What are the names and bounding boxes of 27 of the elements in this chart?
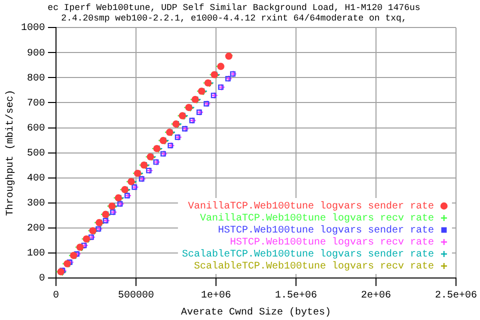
chart-subtitle: 2.4.20smp web100-2.2.1, e1000-4.4.12 rxint 64/64moderate on txq, [61, 14, 407, 24]
y-tick-label: 400 [26, 173, 46, 184]
y-tick-label: 800 [26, 73, 46, 84]
x-tick-label: 2.5e+06 [434, 290, 478, 302]
x-tick-label: 500000 [118, 290, 154, 302]
legend-label: VanillaTCP.Web100tune logvars sender rate [188, 200, 434, 213]
chart-title: ec Iperf Web100tune, UDP Self Similar Background Load, H1-M120 1476us [48, 2, 420, 13]
x-tick-label: 2e+06 [360, 290, 392, 302]
y-axis-title: Throughput (mbit/sec) [4, 90, 17, 216]
legend-label: HSTCP.Web100tune logvars sender rate [218, 224, 434, 237]
y-tick-label: 200 [26, 224, 46, 235]
x-tick-label: 1e+06 [200, 290, 232, 302]
x-tick-label: 1.5e+06 [274, 290, 318, 302]
legend-label: HSTCP.Web100tune logvars recv rate [230, 236, 434, 249]
y-tick-label: 900 [26, 48, 46, 60]
y-tick-label: 700 [26, 98, 46, 110]
x-tick-label: 0 [52, 290, 60, 302]
y-tick-label: 600 [26, 123, 46, 134]
x-axis-title: Averate Cwnd Size (bytes) [180, 306, 332, 319]
legend-label: ScalableTCP.Web100tune logvars recv rate [194, 260, 434, 273]
y-tick-label: 500 [26, 148, 46, 160]
y-tick-label: 1000 [20, 23, 46, 34]
y-tick-label: 0 [38, 274, 46, 285]
legend-label: ScalableTCP.Web100tune logvars sender rate [182, 248, 434, 261]
y-tick-label: 100 [26, 248, 46, 260]
y-tick-label: 300 [26, 198, 46, 210]
legend-label: VanillaTCP.Web100tune logvars recv rate [200, 212, 434, 225]
